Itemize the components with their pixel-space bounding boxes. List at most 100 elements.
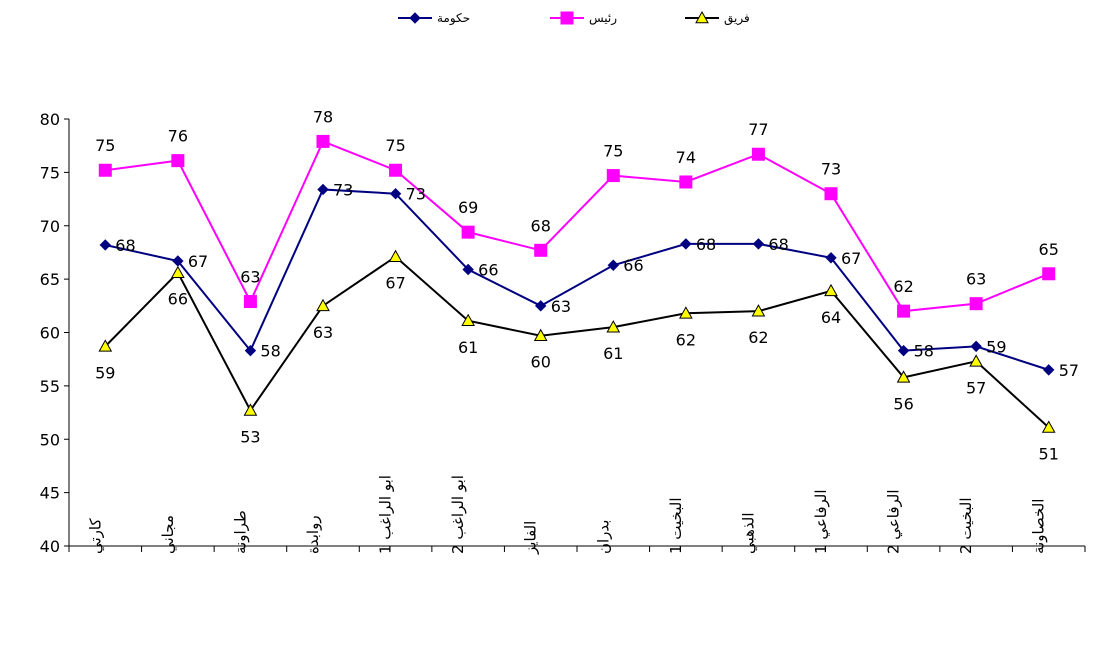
series-point (389, 188, 402, 200)
series-point (316, 298, 330, 312)
x-category-label: طراونة (231, 510, 249, 554)
series-point (461, 225, 475, 239)
legend-marker (695, 10, 709, 24)
y-tick-label: 75 (40, 163, 60, 182)
series-group (98, 134, 1056, 433)
series-point (243, 295, 257, 309)
series-point (969, 354, 983, 367)
data-labels: 68 67 58 73 73 66 63 66 68 68 67 58 59 57 75 76 63 78 75 69… (95, 107, 1079, 463)
series-point (897, 304, 911, 318)
series-point (824, 283, 838, 297)
x-category-label: ابو الراغب 2 (449, 475, 467, 554)
x-category-label: البخيت 2 (957, 497, 975, 554)
data-label: 63 (313, 323, 333, 342)
data-label: 60 (531, 353, 551, 372)
y-tick-label: 50 (40, 430, 60, 449)
axes: 40 45 50 55 60 65 70 75 80 كارتي مجاني طراونة روابدة… (40, 110, 1086, 556)
series-point (171, 154, 185, 168)
series-point (535, 300, 547, 312)
data-label: 66 (623, 256, 643, 275)
y-tick-label: 40 (40, 537, 60, 556)
y-tick-label: 70 (40, 217, 60, 236)
data-label: 64 (821, 308, 841, 327)
legend-marker (560, 11, 574, 25)
data-label: 73 (821, 160, 841, 179)
series-point (824, 187, 838, 201)
x-category-label: البخيت 1 (667, 497, 685, 554)
series-point (243, 403, 258, 416)
series-point (606, 169, 620, 183)
x-category-label: الفايز (522, 521, 540, 555)
series-point (680, 238, 692, 250)
data-label: 75 (385, 136, 405, 155)
series-point (896, 370, 911, 383)
series-point (533, 328, 548, 342)
series-point (99, 239, 111, 251)
series-line (104, 255, 1050, 429)
data-label: 57 (966, 378, 986, 397)
series-point (751, 147, 765, 161)
data-label: 66 (168, 290, 188, 309)
data-label: 51 (1039, 445, 1059, 464)
series-point (606, 320, 621, 333)
series-point (607, 259, 619, 271)
legend: حكومة رئيس فريق (398, 10, 750, 26)
series-point (1043, 364, 1055, 376)
data-label: 74 (676, 148, 696, 167)
data-label: 59 (95, 363, 115, 382)
data-label: 53 (240, 427, 260, 446)
series-point (825, 252, 837, 264)
data-label: 65 (1039, 240, 1059, 259)
data-label: 58 (914, 342, 934, 361)
x-category-label: ابو الراغب 1 (377, 475, 395, 554)
legend-label: حكومة (437, 11, 470, 26)
x-category-label: بدران (594, 520, 612, 554)
series-point (244, 344, 257, 357)
series-point (461, 313, 475, 327)
data-label: 78 (313, 107, 333, 126)
series-point (1042, 267, 1056, 281)
x-category-label: الرفاعي 2 (885, 489, 904, 554)
data-label: 73 (333, 180, 353, 199)
data-label: 67 (841, 249, 861, 268)
series-point (1041, 420, 1056, 433)
y-tick-label: 65 (40, 270, 60, 289)
data-label: 69 (458, 198, 478, 217)
y-tick-label: 80 (40, 110, 60, 129)
data-label: 63 (966, 270, 986, 289)
data-label: 63 (240, 268, 260, 287)
data-label: 62 (676, 330, 696, 349)
series-point (752, 238, 765, 250)
data-label: 67 (385, 274, 405, 293)
series-point (389, 163, 403, 177)
series-point (970, 340, 982, 353)
legend-label: فريق (724, 11, 750, 26)
series-point (388, 249, 403, 263)
data-label: 66 (478, 261, 498, 280)
y-tick-label: 45 (40, 484, 60, 503)
series-point (897, 344, 910, 357)
data-label: 62 (748, 328, 768, 347)
data-label: 61 (458, 338, 478, 357)
data-label: 62 (893, 277, 913, 296)
data-label: 75 (95, 136, 115, 155)
data-label: 73 (406, 185, 426, 204)
data-label: 68 (115, 236, 135, 255)
series-point (98, 163, 112, 177)
x-category-label: الخصاونة (1030, 499, 1048, 554)
data-label: 56 (893, 394, 913, 413)
data-label: 67 (188, 252, 208, 271)
data-label: 58 (260, 342, 280, 361)
data-label: 77 (748, 120, 768, 139)
data-label: 68 (768, 235, 788, 254)
data-label: 68 (531, 216, 551, 235)
series-point (534, 243, 548, 257)
series-point (316, 134, 330, 148)
y-tick-label: 60 (40, 324, 60, 343)
x-category-label: روابدة (304, 515, 322, 554)
x-category-label: مجاني (159, 515, 178, 554)
legend-label: رئيس (589, 11, 617, 26)
y-tick-label: 55 (40, 377, 60, 396)
series-point (171, 265, 185, 279)
